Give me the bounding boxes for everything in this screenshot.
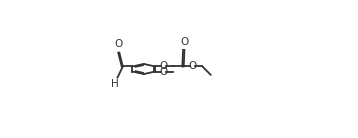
Text: O: O (160, 61, 168, 71)
Text: O: O (160, 67, 168, 77)
Text: H: H (111, 79, 119, 89)
Text: O: O (189, 61, 197, 71)
Text: O: O (180, 37, 188, 47)
Text: O: O (115, 39, 123, 49)
